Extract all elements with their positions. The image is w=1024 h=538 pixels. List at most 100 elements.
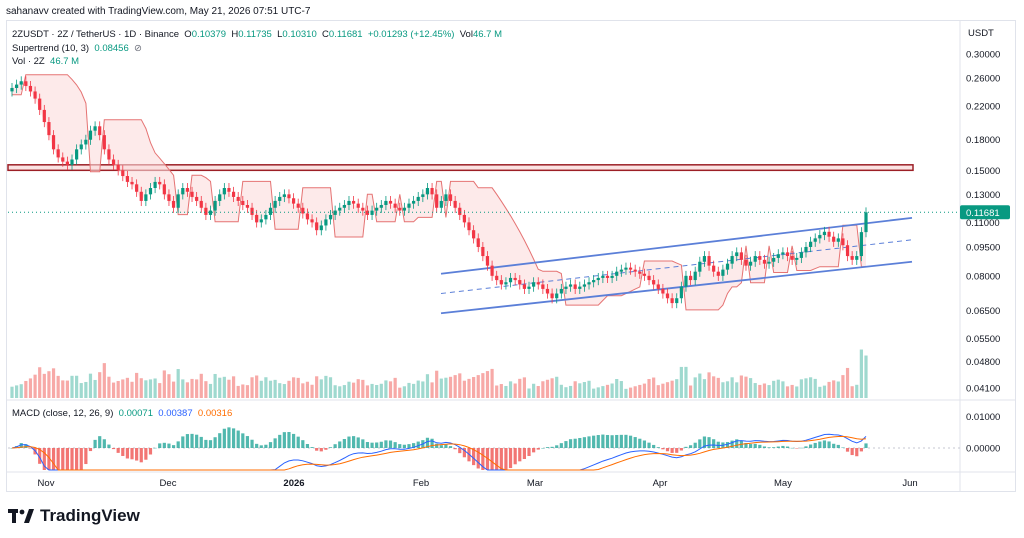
macd-histogram-bar (748, 444, 753, 448)
macd-histogram-bar (167, 443, 171, 448)
price-tick-label: 0.22000 (966, 102, 1000, 113)
volume-bar (753, 383, 757, 398)
macd-histogram-bar (652, 444, 656, 448)
volume-bar (707, 372, 711, 398)
macd-histogram-bar (776, 446, 780, 448)
candle-body (125, 176, 130, 182)
candle-body (712, 265, 716, 272)
supertrend-legend[interactable]: Supertrend (10, 3) 0.08456 ⊘ (12, 43, 142, 54)
candle-body (578, 286, 582, 289)
macd-histogram-bar (231, 428, 236, 448)
volume-bar (236, 385, 240, 398)
candle-body (199, 200, 203, 208)
macd-histogram-bar (661, 448, 665, 450)
volume-bar (296, 377, 300, 398)
symbol-label[interactable]: 2ZUSDT · 2Z / TetherUS · 1D · Binance (12, 29, 180, 40)
macd-histogram-bar (809, 444, 813, 448)
macd-histogram-bar (601, 434, 605, 448)
candle-body (841, 238, 845, 246)
volume-bar (804, 378, 808, 398)
volume-bar (541, 381, 545, 398)
candle-body (365, 210, 370, 215)
macd-histogram-bar (832, 443, 836, 448)
volume-bar (402, 386, 406, 398)
candle-body (98, 126, 102, 136)
macd-histogram-bar (135, 448, 139, 461)
macd-histogram-bar (388, 440, 393, 448)
volume-bar (730, 377, 734, 398)
candle-body (42, 109, 46, 123)
volume-bar (167, 374, 171, 398)
volume-bar (776, 379, 780, 398)
macd-histogram-bar (693, 442, 697, 448)
macd-histogram-bar (827, 441, 831, 448)
candle-body (421, 194, 425, 197)
candle-body (744, 259, 748, 266)
macd-histogram-bar (393, 442, 397, 448)
volume-bar (144, 380, 148, 398)
macd-histogram-bar (324, 448, 328, 450)
volume-bar (24, 380, 28, 398)
macd-hist-value: 0.00071 (118, 408, 153, 419)
macd-histogram-bar (568, 439, 573, 448)
macd-histogram-bar (587, 436, 591, 448)
macd-histogram-bar (47, 448, 51, 470)
candle-body (310, 219, 314, 223)
supertrend-line (12, 74, 866, 311)
volume-bar (453, 375, 457, 398)
candle-body (296, 203, 300, 208)
candle-body (171, 200, 176, 208)
volume-bar (721, 382, 725, 398)
macd-histogram-bar (153, 447, 157, 449)
macd-histogram-bar (195, 434, 199, 448)
price-tick-label: 0.13000 (966, 190, 1000, 201)
macd-histogram-bar (730, 440, 734, 448)
macd-histogram-bar (499, 448, 503, 470)
volume-bar (111, 382, 116, 398)
volume-bar (61, 380, 65, 398)
volume-bar (245, 385, 250, 398)
candle-body (596, 277, 600, 281)
macd-histogram-bar (462, 448, 466, 458)
volume-bar (795, 386, 799, 398)
candle-body (508, 277, 513, 283)
candle-body (716, 271, 720, 276)
volume-bar (10, 386, 14, 398)
volume-bar (758, 384, 762, 398)
macd-histogram-bar (384, 440, 388, 448)
time-tick-label: Jun (902, 478, 917, 489)
macd-histogram-bar (698, 439, 702, 448)
candle-body (472, 230, 476, 239)
candle-body (291, 198, 296, 204)
volume-bar (624, 388, 628, 398)
macd-histogram-bar (328, 447, 333, 448)
volume-bar (550, 378, 554, 398)
candle-body (541, 284, 545, 289)
macd-histogram-bar (352, 436, 356, 448)
macd-histogram-bar (638, 438, 642, 448)
candle-body (624, 267, 628, 270)
volume-legend[interactable]: Vol · 2Z 46.7 M (12, 56, 79, 67)
macd-histogram-bar (278, 434, 282, 448)
volume-bar (421, 381, 425, 398)
tradingview-brand[interactable]: TradingView (8, 506, 140, 526)
candle-body (559, 288, 563, 294)
candle-body (195, 196, 199, 201)
hidden-eye-icon[interactable]: ⊘ (134, 43, 142, 54)
macd-histogram-bar (10, 448, 14, 449)
price-tick-label: 0.04800 (966, 357, 1000, 368)
candle-body (301, 207, 305, 214)
candle-body (204, 207, 208, 215)
macd-legend[interactable]: MACD (close, 12, 26, 9) 0.00071 0.00387 … (12, 408, 232, 419)
volume-bar (162, 370, 166, 398)
macd-histogram-bar (439, 445, 443, 448)
macd-histogram-bar (370, 442, 374, 448)
price-tick-label: 0.11000 (966, 218, 1000, 229)
volume-bar (513, 383, 517, 398)
volume-bar (661, 383, 665, 398)
volume-bar (259, 380, 263, 398)
volume-bar (287, 380, 291, 398)
candle-body (33, 91, 37, 99)
volume-bar (684, 366, 688, 398)
